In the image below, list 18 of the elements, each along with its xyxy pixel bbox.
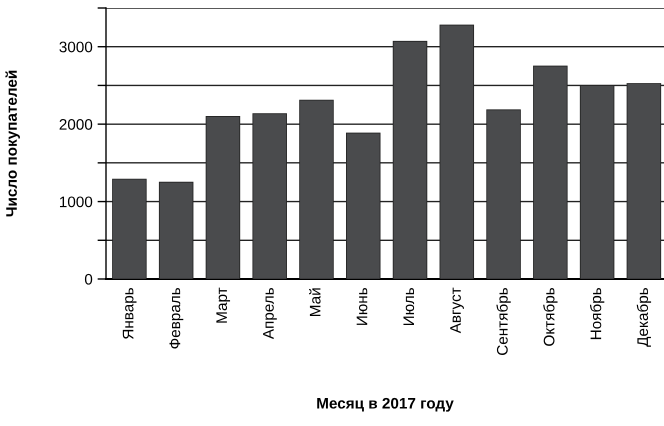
y-tick-label: 0 — [84, 274, 92, 285]
x-tick-label: Апрель — [263, 288, 277, 340]
y-tick-label: 1000 — [60, 196, 92, 208]
y-tick-label: 2000 — [60, 119, 92, 130]
x-tick-label: Февраль — [170, 288, 184, 349]
x-tick-label: Июль — [403, 288, 414, 326]
y-tick-label: 3000 — [59, 42, 92, 52]
x-tick-label: Июнь — [356, 288, 368, 325]
x-tick-label: Май — [309, 288, 321, 316]
x-tick-label: Март — [216, 288, 230, 323]
x-tick-label: Сентябрь — [496, 288, 511, 355]
x-tick-label: Ноябрь — [590, 288, 604, 340]
y-axis-title: Число покупателей — [5, 70, 20, 216]
x-axis-title: Месяц в 2017 году — [317, 398, 454, 412]
x-tick-label: Январь — [122, 288, 137, 339]
x-tick-label: Декабрь — [636, 288, 652, 347]
x-tick-label: Август — [450, 288, 464, 334]
x-tick-label: Октябрь — [543, 288, 558, 346]
